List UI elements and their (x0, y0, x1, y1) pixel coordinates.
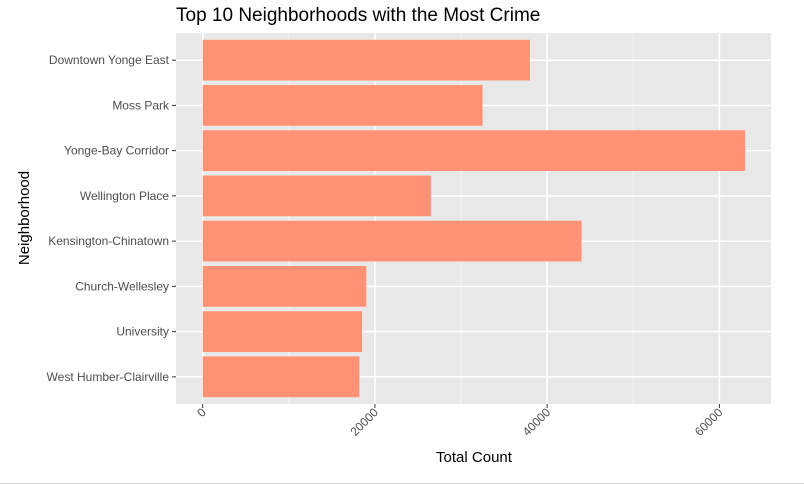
x-tick-label: 60000 (692, 405, 726, 439)
x-tick-label: 20000 (348, 405, 382, 439)
y-tick-label: Kensington-Chinatown (48, 234, 169, 248)
y-tick-label: Yonge-Bay Corridor (64, 144, 169, 158)
bar (202, 175, 431, 217)
bar (202, 311, 362, 352)
bar (202, 130, 746, 171)
x-axis-title: Total Count (436, 449, 513, 466)
bar (202, 85, 483, 126)
bar (202, 220, 582, 262)
bar (202, 39, 530, 81)
y-tick-label: Church-Wellesley (75, 279, 169, 293)
y-tick-label: University (116, 325, 169, 339)
bar (202, 356, 360, 398)
y-tick-label: Wellington Place (80, 189, 169, 203)
y-axis: Downtown Yonge East Moss Park Yonge-Bay Co… (47, 53, 176, 384)
bars (202, 39, 746, 398)
bottom-divider (0, 483, 804, 484)
y-tick-label: West Humber-Clairville (47, 370, 170, 384)
x-tick-label: 0 (194, 405, 209, 420)
x-tick-label: 40000 (520, 405, 554, 439)
y-tick-label: Moss Park (112, 98, 170, 112)
bar (202, 266, 367, 307)
chart-title: Top 10 Neighborhoods with the Most Crime (176, 5, 540, 26)
y-tick-label: Downtown Yonge East (49, 53, 170, 67)
x-axis: 0 20000 40000 60000 (194, 404, 726, 439)
y-axis-title: Neighborhood (16, 171, 33, 265)
